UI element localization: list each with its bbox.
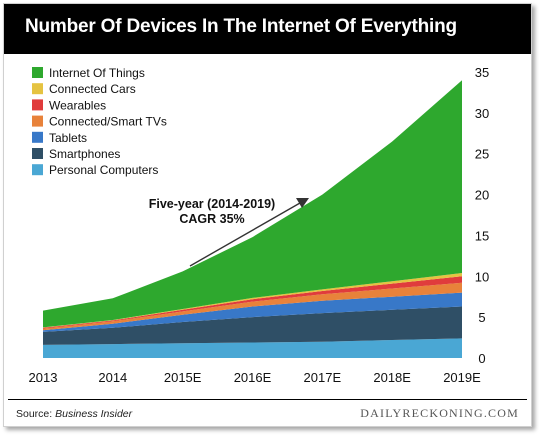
x-tick-label: 2016E — [234, 370, 272, 385]
legend-swatch — [32, 148, 43, 159]
x-tick-label: 2019E — [443, 370, 481, 385]
area-wearables — [43, 276, 462, 329]
area-personal-computers — [43, 338, 462, 358]
area-connected-cars — [43, 273, 462, 328]
legend-label: Connected Cars — [49, 82, 136, 96]
legend-label: Internet Of Things — [49, 66, 145, 80]
x-tick-label: 2018E — [373, 370, 411, 385]
annotation-line-1: Five-year (2014-2019) — [149, 197, 275, 211]
x-tick-label: 2013 — [29, 370, 58, 385]
legend-swatch — [32, 131, 43, 143]
chart-frame: Number Of Devices In The Internet Of Eve… — [3, 3, 532, 427]
chart-title: Number Of Devices In The Internet Of Eve… — [25, 16, 457, 37]
legend-swatch — [32, 99, 43, 111]
annotation-line-2: CAGR 35% — [179, 212, 244, 226]
y-tick-label: 35 — [475, 65, 489, 80]
legend-swatch — [32, 164, 43, 176]
y-tick-label: 0 — [478, 351, 485, 366]
legend-swatch — [32, 67, 43, 78]
area-smartphones — [43, 306, 462, 345]
y-tick-label: 15 — [475, 228, 489, 243]
legend-label: Wearables — [49, 98, 106, 112]
brand-watermark: DAILYRECKONING.COM — [360, 406, 519, 420]
area-internet-of-things — [43, 80, 462, 328]
area-connected-smart-tvs — [43, 282, 462, 331]
legend-swatch — [32, 115, 43, 127]
trend-arrow-head — [296, 198, 309, 208]
footer-divider — [8, 399, 527, 400]
legend-label: Personal Computers — [49, 163, 158, 177]
y-tick-label: 30 — [475, 106, 489, 121]
trend-arrow-shaft — [189, 202, 301, 267]
y-tick-label: 10 — [475, 269, 489, 284]
title-bar: Number Of Devices In The Internet Of Eve… — [4, 4, 531, 54]
x-tick-label: 2015E — [164, 370, 202, 385]
source-label: Source: — [16, 408, 53, 420]
source-credit: Source: Business Insider — [16, 408, 132, 420]
legend-swatch — [32, 83, 43, 95]
legend-label: Smartphones — [49, 147, 120, 161]
area-tablets — [43, 292, 462, 332]
area-chart: 2013 2014 2015E 2016E 2017E 2018E 2019E 0 5 10 15 2… — [29, 65, 490, 385]
y-tick-label: 25 — [475, 147, 489, 162]
legend-label: Connected/Smart TVs — [49, 115, 167, 129]
x-tick-label: 2014 — [98, 370, 127, 385]
y-tick-label: 5 — [478, 310, 485, 325]
legend-label: Tablets — [49, 131, 87, 145]
y-tick-label: 20 — [475, 188, 489, 203]
x-tick-label: 2017E — [304, 370, 342, 385]
source-name: Business Insider — [55, 408, 133, 420]
